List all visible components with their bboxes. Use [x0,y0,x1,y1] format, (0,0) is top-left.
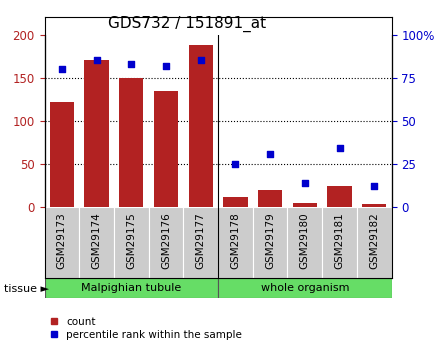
Bar [328,186,352,207]
Bar [85,60,109,207]
Point [232,161,239,167]
Bar [183,207,218,278]
Text: tissue ►: tissue ► [4,284,49,294]
Bar [149,207,183,278]
Legend: count, percentile rank within the sample: count, percentile rank within the sample [50,317,242,340]
Bar [44,207,79,278]
Text: Malpighian tubule: Malpighian tubule [81,283,182,293]
Text: GSM29178: GSM29178 [231,212,240,269]
Point [336,146,343,151]
Point [371,184,378,189]
Bar [258,190,282,207]
Bar [189,45,213,207]
Point [128,61,135,67]
Bar [50,102,74,207]
Text: GSM29173: GSM29173 [57,212,67,269]
Text: GSM29174: GSM29174 [92,212,101,269]
Text: GSM29176: GSM29176 [161,212,171,269]
Text: GSM29175: GSM29175 [126,212,136,269]
Point [267,151,274,156]
Bar [362,204,386,207]
Bar [119,78,143,207]
Bar [218,207,253,278]
Text: GSM29182: GSM29182 [369,212,379,269]
Bar [218,278,392,298]
Text: GSM29180: GSM29180 [300,212,310,268]
Text: whole organism: whole organism [261,283,349,293]
Text: GDS732 / 151891_at: GDS732 / 151891_at [108,16,266,32]
Bar [154,90,178,207]
Text: GSM29179: GSM29179 [265,212,275,269]
Bar [44,278,218,298]
Point [197,58,204,63]
Bar [287,207,322,278]
Point [58,66,65,72]
Bar [253,207,287,278]
Bar [79,207,114,278]
Point [93,58,100,63]
Bar [357,207,392,278]
Text: GSM29177: GSM29177 [196,212,206,269]
Text: GSM29181: GSM29181 [335,212,344,269]
Bar [322,207,357,278]
Point [162,63,170,68]
Bar [293,203,317,207]
Bar [223,197,247,207]
Point [301,180,308,186]
Bar [114,207,149,278]
